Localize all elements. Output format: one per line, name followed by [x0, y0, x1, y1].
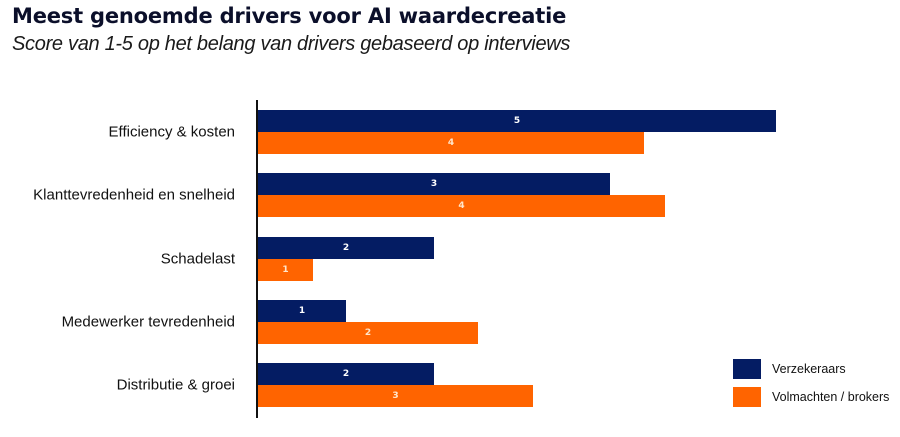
chart-title: Meest genoemde drivers voor AI waardecre… [12, 4, 567, 28]
bar-volmachten: 4 [258, 195, 665, 217]
bar-value-label: 3 [430, 179, 438, 189]
category-label: Efficiency & kosten [108, 123, 235, 141]
bar-value-label: 5 [513, 116, 521, 126]
legend-label: Volmachten / brokers [772, 390, 890, 404]
bar-verzekeraars: 5 [258, 110, 776, 132]
bar-volmachten: 4 [258, 132, 644, 154]
bar-value-label: 1 [282, 265, 289, 275]
legend-swatch-orange [733, 387, 761, 407]
category-label: Medewerker tevredenheid [61, 313, 235, 331]
legend-swatch-navy [733, 359, 761, 379]
y-axis-line [256, 100, 258, 418]
legend-item-volmachten: Volmachten / brokers [733, 387, 889, 407]
legend-label: Verzekeraars [772, 362, 846, 376]
bar-volmachten: 1 [258, 259, 313, 281]
category-label: Klanttevredenheid en snelheid [33, 186, 235, 204]
bar-verzekeraars: 2 [258, 237, 434, 259]
bar-value-label: 2 [342, 243, 350, 253]
bar-verzekeraars: 2 [258, 363, 434, 385]
bar-value-label: 3 [392, 391, 399, 401]
bar-verzekeraars: 1 [258, 300, 346, 322]
bar-value-label: 4 [447, 138, 455, 148]
category-label: Schadelast [160, 250, 235, 268]
bar-verzekeraars: 3 [258, 173, 610, 195]
bar-value-label: 2 [342, 369, 350, 379]
bar-volmachten: 3 [258, 385, 533, 407]
bar-volmachten: 2 [258, 322, 478, 344]
legend-item-verzekeraars: Verzekeraars [733, 359, 889, 379]
bar-value-label: 2 [364, 328, 372, 338]
bar-value-label: 4 [458, 201, 465, 211]
chart-subtitle: Score van 1-5 op het belang van drivers … [12, 33, 571, 55]
bar-value-label: 1 [298, 306, 306, 316]
category-label: Distributie & groei [116, 376, 235, 394]
legend: Verzekeraars Volmachten / brokers [733, 359, 889, 415]
